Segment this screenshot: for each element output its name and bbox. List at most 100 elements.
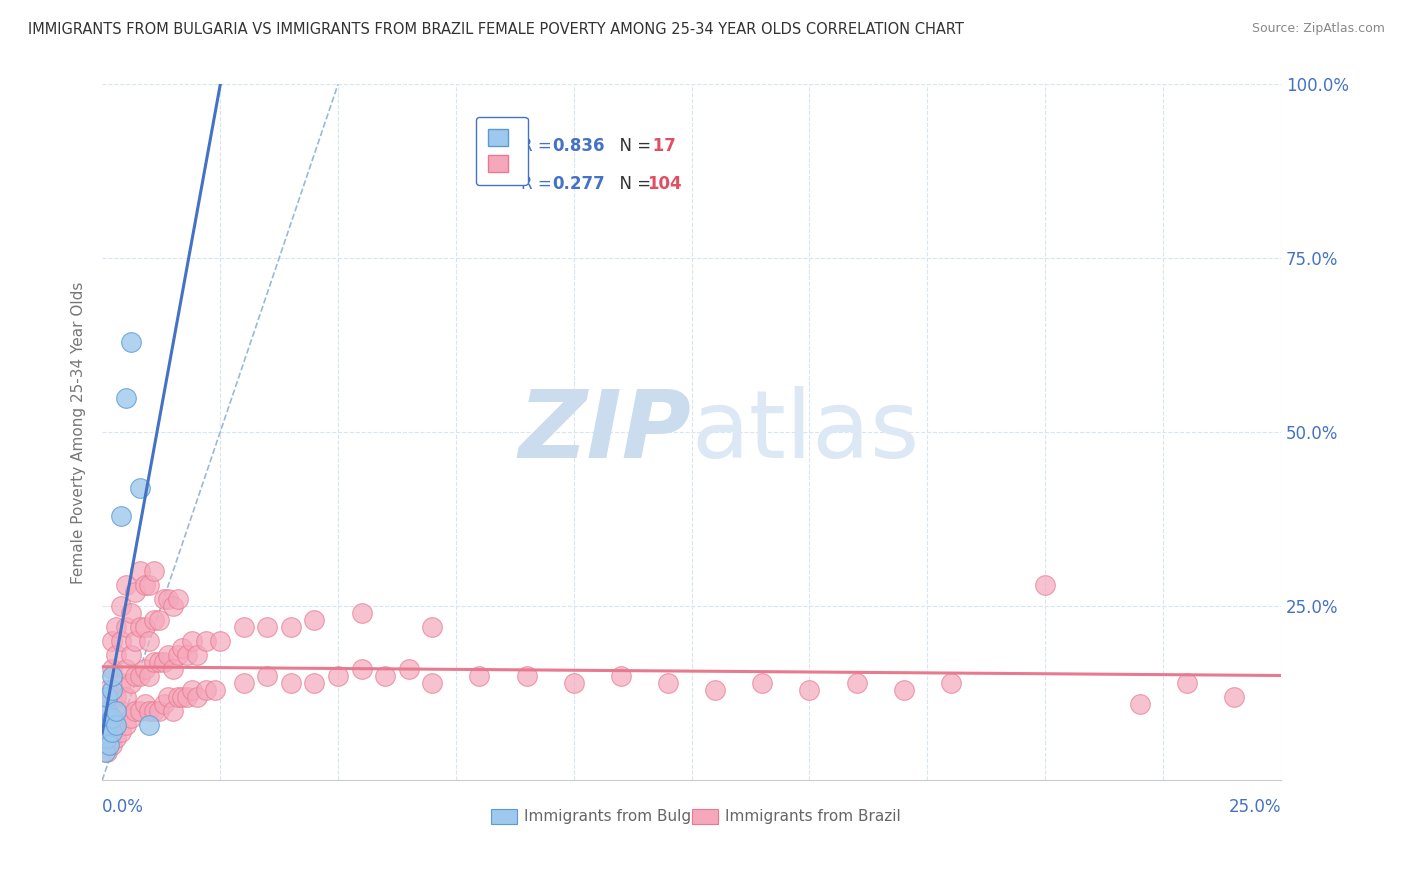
Point [138, 634, 160, 648]
Point [129, 704, 152, 718]
Point [124, 669, 146, 683]
Point [120, 675, 142, 690]
Point [100, 662, 122, 676]
Point [110, 508, 132, 523]
Point [152, 592, 174, 607]
Point [799, 682, 821, 697]
Point [751, 675, 773, 690]
Text: 0.0%: 0.0% [103, 797, 143, 815]
Point [120, 710, 142, 724]
Point [180, 682, 202, 697]
Point [96, 745, 118, 759]
Point [143, 704, 166, 718]
Point [100, 682, 122, 697]
Point [280, 675, 302, 690]
Point [1175, 675, 1198, 690]
Point [256, 669, 278, 683]
Text: Source: ZipAtlas.com: Source: ZipAtlas.com [1251, 22, 1385, 36]
Point [105, 620, 128, 634]
Point [93, 745, 115, 759]
Point [96, 731, 118, 746]
Point [374, 669, 396, 683]
Point [114, 690, 136, 704]
Point [98, 739, 121, 753]
Point [350, 662, 373, 676]
Point [100, 739, 122, 753]
Point [939, 675, 962, 690]
Point [152, 655, 174, 669]
Point [124, 704, 146, 718]
Point [134, 578, 156, 592]
Text: ZIP: ZIP [519, 386, 692, 478]
Point [124, 634, 146, 648]
Point [143, 655, 166, 669]
Point [176, 648, 198, 662]
Point [398, 662, 420, 676]
Point [114, 717, 136, 731]
Point [96, 704, 118, 718]
Point [134, 662, 156, 676]
Point [232, 675, 254, 690]
Point [114, 578, 136, 592]
Point [152, 697, 174, 711]
Point [845, 675, 868, 690]
Point [1128, 697, 1150, 711]
Point [134, 620, 156, 634]
Text: 0.836: 0.836 [553, 136, 605, 154]
Point [172, 690, 194, 704]
Point [420, 620, 443, 634]
Point [166, 592, 188, 607]
Point [120, 606, 142, 620]
Point [148, 704, 170, 718]
Point [468, 669, 491, 683]
Point [704, 682, 727, 697]
Point [129, 565, 152, 579]
Point [143, 613, 166, 627]
Point [516, 669, 538, 683]
Point [232, 620, 254, 634]
Point [162, 599, 184, 614]
Point [110, 675, 132, 690]
Point [100, 710, 122, 724]
Text: 17: 17 [647, 136, 676, 154]
Point [100, 724, 122, 739]
Point [110, 724, 132, 739]
Point [134, 697, 156, 711]
Point [105, 717, 128, 731]
Point [105, 648, 128, 662]
Point [304, 675, 326, 690]
Point [143, 565, 166, 579]
Point [657, 675, 679, 690]
Point [180, 634, 202, 648]
Point [129, 481, 152, 495]
Point [96, 717, 118, 731]
Point [100, 710, 122, 724]
Point [166, 648, 188, 662]
Point [96, 717, 118, 731]
Point [280, 620, 302, 634]
Point [194, 682, 217, 697]
Point [1033, 578, 1056, 592]
Text: IMMIGRANTS FROM BULGARIA VS IMMIGRANTS FROM BRAZIL FEMALE POVERTY AMONG 25-34 YE: IMMIGRANTS FROM BULGARIA VS IMMIGRANTS F… [28, 22, 965, 37]
Point [209, 634, 232, 648]
Text: atlas: atlas [692, 386, 920, 478]
Point [157, 648, 180, 662]
Point [326, 669, 349, 683]
Point [162, 662, 184, 676]
Point [114, 662, 136, 676]
Point [100, 634, 122, 648]
Point [96, 704, 118, 718]
Point [96, 690, 118, 704]
Point [105, 731, 128, 746]
Point [194, 634, 217, 648]
Point [350, 606, 373, 620]
Point [105, 717, 128, 731]
Text: N =: N = [609, 175, 657, 193]
Point [100, 724, 122, 739]
Point [893, 682, 915, 697]
Point [162, 704, 184, 718]
Point [105, 704, 128, 718]
Point [138, 669, 160, 683]
Point [100, 669, 122, 683]
Point [114, 391, 136, 405]
